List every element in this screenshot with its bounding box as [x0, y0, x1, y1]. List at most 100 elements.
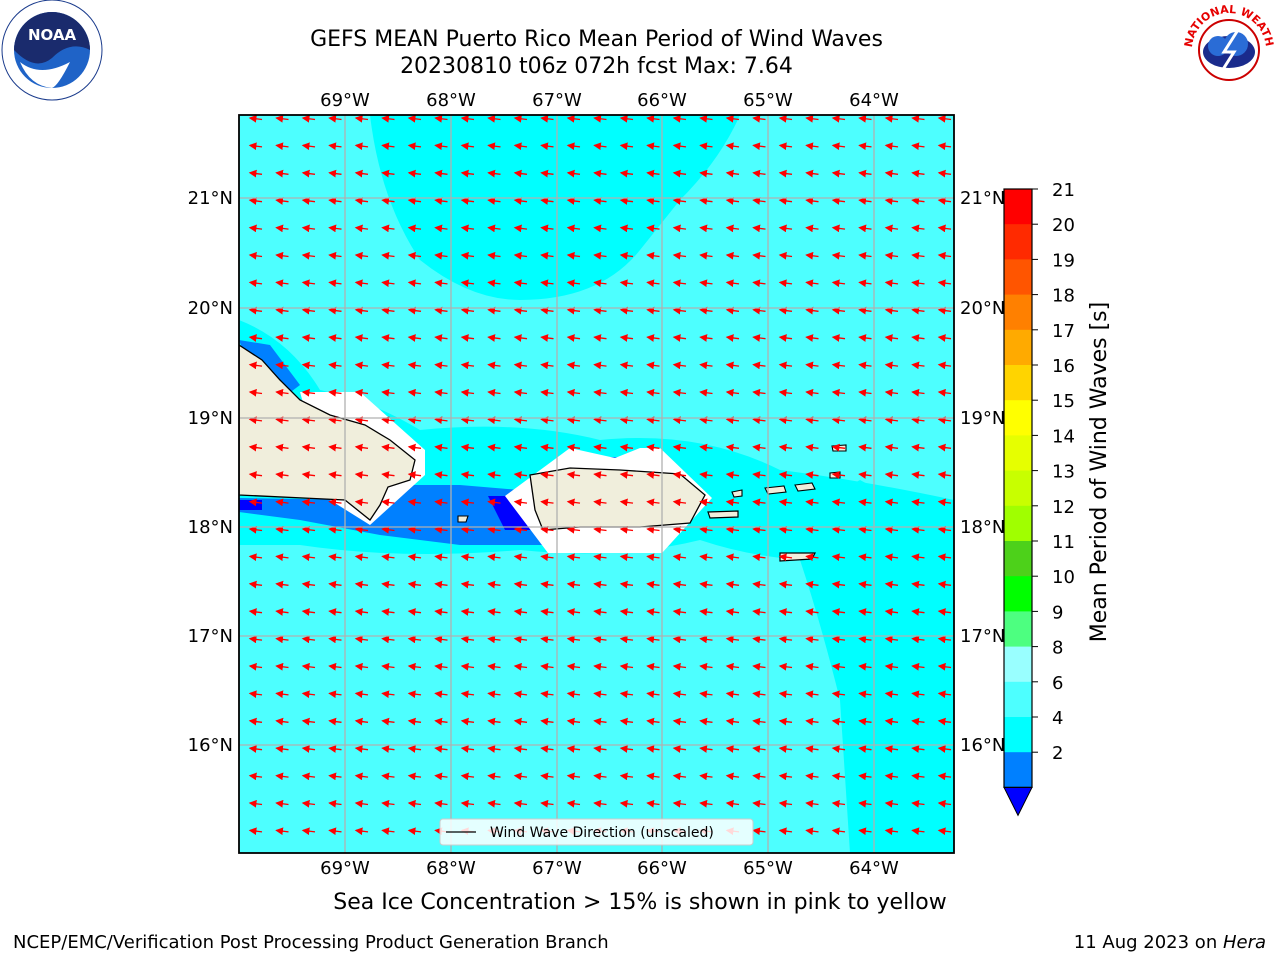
- wind-wave-arrow: [725, 799, 740, 808]
- wind-wave-arrow: [831, 115, 846, 123]
- wind-wave-arrow: [540, 471, 554, 479]
- wind-wave-arrow: [672, 306, 687, 315]
- wind-wave-arrow: [487, 690, 501, 699]
- wind-wave-arrow: [725, 471, 740, 479]
- wind-wave-arrow: [540, 334, 554, 342]
- wind-wave-arrow: [937, 115, 952, 123]
- wind-wave-arrow: [566, 416, 581, 425]
- wind-wave-arrow: [460, 416, 475, 425]
- wind-wave-arrow: [407, 169, 422, 178]
- wind-wave-arrow: [513, 115, 528, 123]
- wind-wave-arrow: [460, 388, 475, 397]
- wind-wave-arrow: [354, 827, 369, 836]
- wind-wave-arrow: [487, 745, 501, 753]
- wind-wave-arrow: [566, 197, 581, 205]
- wind-wave-arrow: [646, 662, 660, 671]
- wind-wave-arrow: [672, 745, 687, 753]
- wind-wave-arrow: [354, 662, 369, 671]
- wind-wave-arrow: [752, 416, 766, 425]
- wind-wave-arrow: [672, 662, 687, 671]
- wind-wave-arrow: [672, 334, 687, 342]
- wind-wave-arrow: [699, 717, 713, 726]
- wind-wave-arrow: [566, 142, 581, 151]
- wind-wave-arrow: [805, 361, 819, 370]
- wind-wave-arrow: [381, 361, 395, 370]
- wind-wave-arrow: [513, 416, 528, 425]
- wind-wave-arrow: [487, 388, 501, 397]
- wind-wave-arrow: [593, 443, 607, 452]
- wind-wave-arrow: [328, 635, 342, 644]
- wind-wave-arrow: [778, 580, 793, 589]
- wind-wave-arrow: [540, 608, 554, 616]
- wind-wave-arrow: [513, 745, 528, 753]
- wind-wave-arrow: [566, 745, 581, 753]
- wind-wave-arrow: [248, 306, 263, 315]
- lat-label-right: 21°N: [960, 188, 1005, 209]
- wind-wave-arrow: [699, 690, 713, 699]
- wind-wave-arrow: [328, 553, 342, 562]
- wind-wave-arrow: [725, 690, 740, 699]
- wind-wave-arrow: [884, 361, 899, 370]
- lat-label-right: 18°N: [960, 517, 1005, 538]
- wind-wave-arrow: [460, 580, 475, 589]
- wind-wave-arrow: [275, 498, 289, 507]
- wind-wave-arrow: [911, 827, 925, 836]
- wind-wave-arrow: [805, 416, 819, 425]
- wind-wave-arrow: [699, 306, 713, 315]
- wind-wave-arrow: [275, 717, 289, 726]
- wind-wave-arrow: [434, 662, 448, 671]
- wind-wave-arrow: [513, 306, 528, 315]
- wind-wave-arrow: [805, 553, 819, 562]
- wind-wave-arrow: [434, 471, 448, 479]
- wind-wave-arrow: [328, 361, 342, 370]
- wind-wave-arrow: [831, 827, 846, 836]
- land-mona-island: [457, 515, 469, 523]
- wind-wave-arrow: [593, 306, 607, 315]
- map-area: [239, 115, 954, 853]
- wind-wave-arrow: [911, 306, 925, 315]
- wind-wave-arrow: [752, 745, 766, 753]
- wind-wave-arrow: [858, 608, 872, 616]
- wind-wave-arrow: [513, 142, 528, 151]
- wind-wave-arrow: [805, 799, 819, 808]
- wind-wave-arrow: [434, 361, 448, 370]
- wind-wave-arrow: [699, 197, 713, 205]
- wind-wave-arrow: [619, 745, 634, 753]
- wind-wave-arrow: [646, 388, 660, 397]
- wind-wave-arrow: [460, 306, 475, 315]
- wind-wave-arrow: [911, 251, 925, 260]
- wind-wave-arrow: [884, 608, 899, 616]
- wind-wave-arrow: [911, 608, 925, 616]
- wind-wave-arrow: [566, 580, 581, 589]
- wind-wave-arrow: [487, 553, 501, 562]
- wind-wave-arrow: [937, 745, 952, 753]
- wind-wave-arrow: [831, 142, 846, 151]
- wind-wave-arrow: [381, 498, 395, 507]
- wind-wave-arrow: [301, 662, 316, 671]
- wind-wave-arrow: [407, 224, 422, 233]
- wind-wave-arrow: [725, 224, 740, 233]
- wind-wave-arrow: [407, 306, 422, 315]
- wind-wave-arrow: [778, 635, 793, 644]
- wind-wave-arrow: [487, 361, 501, 370]
- wind-wave-arrow: [619, 772, 634, 781]
- wind-wave-arrow: [725, 361, 740, 370]
- wind-wave-arrow: [328, 608, 342, 616]
- wind-wave-arrow: [858, 690, 872, 699]
- wind-wave-arrow: [381, 471, 395, 479]
- wind-wave-arrow: [672, 580, 687, 589]
- noaa-logo: NOAA: [1, 0, 103, 101]
- wind-wave-arrow: [381, 416, 395, 425]
- wind-wave-arrow: [593, 142, 607, 151]
- wind-wave-arrow: [248, 662, 263, 671]
- wind-wave-arrow: [593, 635, 607, 644]
- wind-wave-arrow: [699, 361, 713, 370]
- wind-wave-arrow: [566, 306, 581, 315]
- wind-wave-arrow: [937, 772, 952, 781]
- wind-wave-arrow: [540, 443, 554, 452]
- wind-wave-arrow: [725, 197, 740, 205]
- colorbar-segment: [1004, 224, 1032, 260]
- wind-wave-arrow: [937, 388, 952, 397]
- lon-label-bottom: 66°W: [637, 858, 687, 879]
- wind-wave-arrow: [301, 580, 316, 589]
